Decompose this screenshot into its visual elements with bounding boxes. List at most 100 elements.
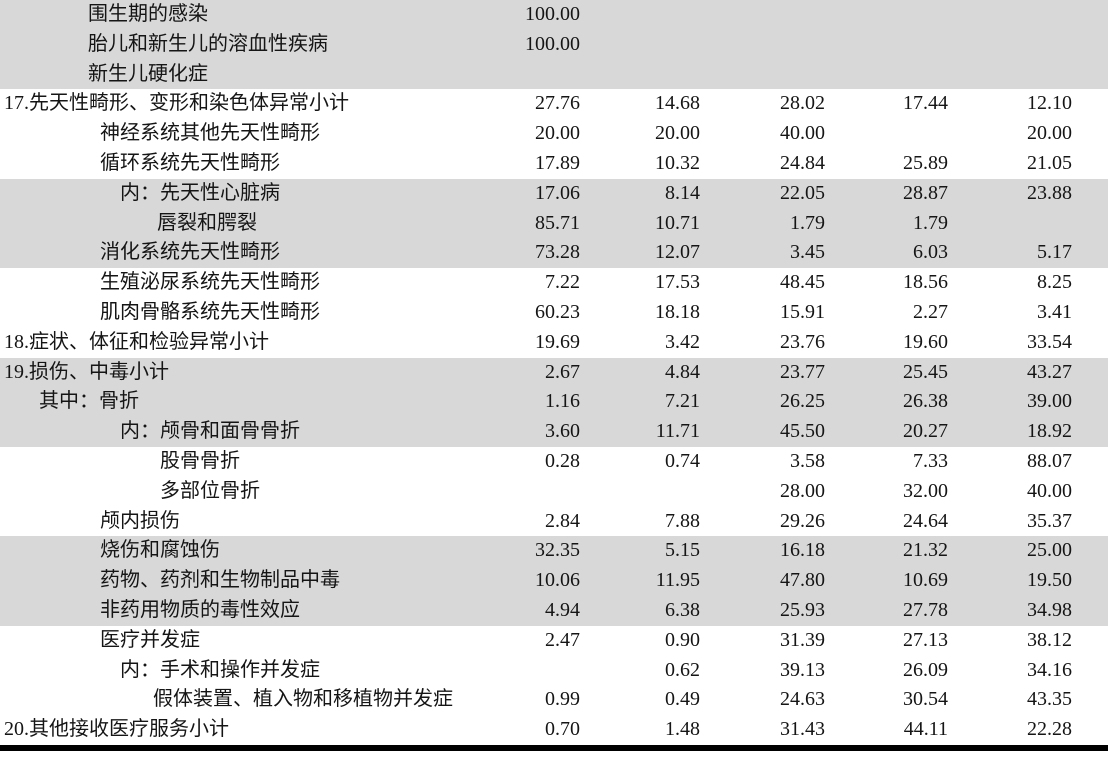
value-cell-2: 5.15 bbox=[665, 539, 700, 562]
row-label: 围生期的感染 bbox=[88, 3, 208, 25]
table-row: 生殖泌尿系统先天性畸形 7.22 17.53 48.45 18.56 8.25 bbox=[0, 268, 1108, 298]
value-cell-1: 0.28 bbox=[545, 449, 580, 472]
table-row: 胎儿和新生儿的溶血性疾病 100.00 bbox=[0, 29, 1108, 60]
value-cell-2: 0.90 bbox=[665, 628, 700, 651]
value-cell-3: 23.76 bbox=[780, 330, 825, 353]
value-cell-1: 2.47 bbox=[545, 628, 580, 651]
value-cell-2: 0.62 bbox=[665, 658, 700, 681]
value-cell-3: 39.13 bbox=[780, 658, 825, 681]
value-cell-5: 88.07 bbox=[1027, 449, 1072, 472]
value-cell-3: 3.58 bbox=[790, 449, 825, 472]
value-cell-4: 21.32 bbox=[903, 539, 948, 562]
value-cell-2: 10.32 bbox=[655, 151, 700, 174]
value-cell-1: 4.94 bbox=[545, 598, 580, 621]
value-cell-3: 28.02 bbox=[780, 92, 825, 115]
table-row: 18.症状、体征和检验异常小计 19.69 3.42 23.76 19.60 3… bbox=[0, 327, 1108, 358]
table-row: 20.其他接收医疗服务小计 0.70 1.48 31.43 44.11 22.2… bbox=[0, 715, 1108, 745]
value-cell-1: 100.00 bbox=[525, 32, 580, 55]
row-label: 内：颅骨和面骨骨折 bbox=[120, 420, 300, 443]
value-cell-3: 40.00 bbox=[780, 122, 825, 145]
value-cell-2: 18.18 bbox=[655, 300, 700, 323]
value-cell-2: 6.38 bbox=[665, 598, 700, 621]
row-label: 生殖泌尿系统先天性畸形 bbox=[100, 271, 320, 294]
table-row: 其中：骨折 1.16 7.21 26.25 26.38 39.00 bbox=[0, 387, 1108, 418]
table-row: 假体装置、植入物和移植物并发症 0.99 0.49 24.63 30.54 43… bbox=[0, 685, 1108, 716]
value-cell-3: 31.43 bbox=[780, 718, 825, 741]
value-cell-5: 20.00 bbox=[1027, 122, 1072, 145]
row-label: 医疗并发症 bbox=[100, 628, 200, 651]
table-row: 烧伤和腐蚀伤 32.35 5.15 16.18 21.32 25.00 bbox=[0, 536, 1108, 567]
table-row: 17.先天性畸形、变形和染色体异常小计 27.76 14.68 28.02 17… bbox=[0, 89, 1108, 120]
value-cell-5: 39.00 bbox=[1027, 390, 1072, 413]
value-cell-1: 7.22 bbox=[545, 271, 580, 294]
row-label: 19.损伤、中毒小计 bbox=[4, 360, 169, 383]
table-row: 药物、药剂和生物制品中毒 10.06 11.95 47.80 10.69 19.… bbox=[0, 566, 1108, 596]
table-row: 肌肉骨骼系统先天性畸形 60.23 18.18 15.91 2.27 3.41 bbox=[0, 297, 1108, 328]
value-cell-3: 24.63 bbox=[780, 688, 825, 711]
value-cell-5: 19.50 bbox=[1027, 569, 1072, 592]
value-cell-4: 10.69 bbox=[903, 569, 948, 592]
table-row: 循环系统先天性畸形 17.89 10.32 24.84 25.89 21.05 bbox=[0, 148, 1108, 179]
value-cell-5: 12.10 bbox=[1027, 92, 1072, 115]
row-label: 其中：骨折 bbox=[39, 390, 139, 413]
value-cell-5: 23.88 bbox=[1027, 181, 1072, 204]
value-cell-4: 28.87 bbox=[903, 181, 948, 204]
row-label: 多部位骨折 bbox=[160, 479, 260, 502]
value-cell-4: 26.09 bbox=[903, 658, 948, 681]
table-row: 医疗并发症 2.47 0.90 31.39 27.13 38.12 bbox=[0, 625, 1108, 656]
value-cell-2: 12.07 bbox=[655, 241, 700, 264]
value-cell-5: 22.28 bbox=[1027, 718, 1072, 741]
value-cell-2: 10.71 bbox=[655, 211, 700, 234]
value-cell-4: 27.78 bbox=[903, 598, 948, 621]
value-cell-4: 17.44 bbox=[903, 92, 948, 115]
value-cell-4: 25.45 bbox=[903, 360, 948, 383]
value-cell-1: 0.99 bbox=[545, 688, 580, 711]
row-label: 18.症状、体征和检验异常小计 bbox=[4, 330, 269, 353]
value-cell-3: 28.00 bbox=[780, 479, 825, 502]
row-label: 非药用物质的毒性效应 bbox=[100, 598, 300, 621]
value-cell-3: 48.45 bbox=[780, 271, 825, 294]
value-cell-1: 73.28 bbox=[535, 241, 580, 264]
row-label: 新生儿硬化症 bbox=[88, 62, 208, 85]
value-cell-4: 44.11 bbox=[903, 718, 948, 741]
value-cell-2: 7.21 bbox=[665, 390, 700, 413]
value-cell-4: 26.38 bbox=[903, 390, 948, 413]
value-cell-1: 10.06 bbox=[535, 569, 580, 592]
value-cell-1: 17.06 bbox=[535, 181, 580, 204]
value-cell-3: 16.18 bbox=[780, 539, 825, 562]
row-label: 唇裂和腭裂 bbox=[157, 211, 257, 234]
value-cell-5: 34.16 bbox=[1027, 658, 1072, 681]
value-cell-2: 4.84 bbox=[665, 360, 700, 383]
value-cell-1: 17.89 bbox=[535, 151, 580, 174]
value-cell-2: 8.14 bbox=[665, 181, 700, 204]
value-cell-4: 20.27 bbox=[903, 420, 948, 443]
table-row: 内：先天性心脏病 17.06 8.14 22.05 28.87 23.88 bbox=[0, 178, 1108, 209]
table-row: 内：颅骨和面骨骨折 3.60 11.71 45.50 20.27 18.92 bbox=[0, 417, 1108, 447]
value-cell-1: 19.69 bbox=[535, 330, 580, 353]
value-cell-4: 2.27 bbox=[913, 300, 948, 323]
value-cell-1: 100.00 bbox=[525, 3, 580, 25]
value-cell-1: 3.60 bbox=[545, 420, 580, 443]
row-label: 药物、药剂和生物制品中毒 bbox=[100, 569, 340, 592]
value-cell-1: 2.84 bbox=[545, 509, 580, 532]
value-cell-5: 34.98 bbox=[1027, 598, 1072, 621]
value-cell-3: 1.79 bbox=[790, 211, 825, 234]
value-cell-5: 43.35 bbox=[1027, 688, 1072, 711]
value-cell-3: 24.84 bbox=[780, 151, 825, 174]
table-row: 多部位骨折 28.00 32.00 40.00 bbox=[0, 476, 1108, 507]
value-cell-2: 20.00 bbox=[655, 122, 700, 145]
value-cell-1: 20.00 bbox=[535, 122, 580, 145]
value-cell-4: 30.54 bbox=[903, 688, 948, 711]
table-row: 内：手术和操作并发症 0.62 39.13 26.09 34.16 bbox=[0, 655, 1108, 686]
row-label: 内：手术和操作并发症 bbox=[120, 658, 320, 681]
value-cell-3: 22.05 bbox=[780, 181, 825, 204]
disease-statistics-table: 围生期的感染 100.00 胎儿和新生儿的溶血性疾病 100.00 新生儿硬化症… bbox=[0, 0, 1108, 745]
value-cell-3: 29.26 bbox=[780, 509, 825, 532]
value-cell-4: 32.00 bbox=[903, 479, 948, 502]
value-cell-4: 18.56 bbox=[903, 271, 948, 294]
value-cell-1: 2.67 bbox=[545, 360, 580, 383]
value-cell-5: 43.27 bbox=[1027, 360, 1072, 383]
table-bottom-border bbox=[0, 745, 1108, 751]
value-cell-3: 15.91 bbox=[780, 300, 825, 323]
